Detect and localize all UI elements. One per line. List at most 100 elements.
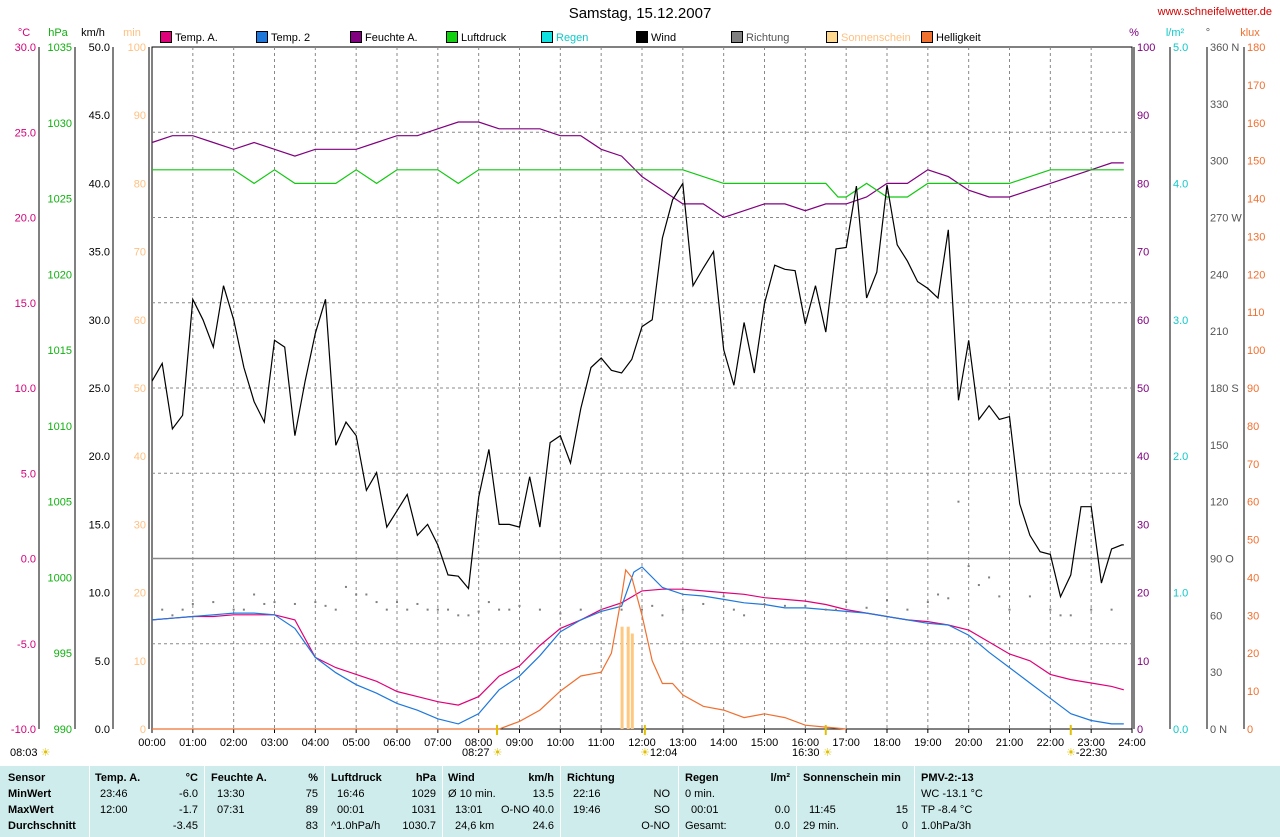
axis-tick-label-rain: 5.0 xyxy=(1173,42,1188,54)
direction-point xyxy=(957,500,960,503)
axis-tick-label-brightness: 10 xyxy=(1247,686,1259,698)
direction-point xyxy=(171,614,174,617)
direction-point xyxy=(253,593,256,596)
x-tick-label: 01:00 xyxy=(179,737,207,749)
direction-point xyxy=(743,614,746,617)
col-head: Temp. A. xyxy=(95,772,141,784)
axis-tick-label-brightness: 170 xyxy=(1247,80,1265,92)
axis-tick-label-brightness: 70 xyxy=(1247,459,1259,471)
axis-tick-label-brightness: 20 xyxy=(1247,648,1259,660)
stats-col-pmv: PMV-2:-13 WC -13.1 °C TP -8.4 °C 1.0hPa/… xyxy=(914,766,1035,837)
axis-tick-label-humidity: 90 xyxy=(1137,110,1149,122)
axis-tick-label-direction: 360 N xyxy=(1210,42,1239,54)
site-link[interactable]: www.schneifelwetter.de xyxy=(1157,6,1272,18)
col-head: Feuchte A. xyxy=(211,772,267,784)
direction-point xyxy=(508,608,511,611)
axis-tick-label-sunshine: 60 xyxy=(134,315,146,327)
x-tick-label: 18:00 xyxy=(873,737,901,749)
sunshine-bar xyxy=(626,626,630,729)
direction-point xyxy=(865,606,868,609)
legend-item-wind: Wind xyxy=(636,31,676,44)
series-line-luftdruck xyxy=(152,169,1124,198)
sunset-label: 16:30 ☀ xyxy=(792,747,833,759)
direction-point xyxy=(1008,608,1011,611)
axis-tick-label-brightness: 50 xyxy=(1247,535,1259,547)
axis-tick-label-pressure: 1025 xyxy=(48,194,72,206)
direction-point xyxy=(947,597,950,600)
x-tick-label: 14:00 xyxy=(710,737,738,749)
avg-value: 0 xyxy=(901,820,908,832)
axis-tick-label-brightness: 60 xyxy=(1247,497,1259,509)
axis-tick-label-pressure: 1030 xyxy=(48,118,72,130)
col-head: Sonnenschein min xyxy=(803,772,901,784)
x-tick-label: 13:00 xyxy=(669,737,697,749)
axis-tick-label-wind: 5.0 xyxy=(95,656,110,668)
axis-tick-label-sunshine: 50 xyxy=(134,383,146,395)
series-line-helligkeit xyxy=(152,568,847,730)
dew-point-value: TP -8.4 °C xyxy=(921,804,973,816)
axis-tick-label-temp: 10.0 xyxy=(15,383,36,395)
axis-tick-label-brightness: 130 xyxy=(1247,231,1265,243)
axis-tick-label-direction: 120 xyxy=(1210,497,1228,509)
x-tick-label: 22:00 xyxy=(1037,737,1065,749)
axis-tick-label-direction: 270 W xyxy=(1210,213,1242,225)
col-head: PMV-2:-13 xyxy=(921,772,974,784)
legend-label: Helligkeit xyxy=(936,32,981,44)
avg-label: 29 min. xyxy=(803,820,840,832)
stats-col-rain: Regen l/m² 0 min. 00:01 0.0 Gesamt: 0.0 xyxy=(678,766,796,837)
avg-value: 24.6 xyxy=(532,820,554,832)
avg-value: -3.45 xyxy=(172,820,198,832)
legend-item-regen: Regen xyxy=(541,31,588,44)
min-time: 16:46 xyxy=(337,788,365,800)
row-label-avg: Durchschnitt xyxy=(8,820,76,832)
max-value: 1031 xyxy=(411,804,436,816)
axis-tick-label-brightness: 120 xyxy=(1247,269,1265,281)
axis-tick-label-wind: 50.0 xyxy=(89,42,110,54)
direction-point xyxy=(396,601,398,604)
x-tick-label: 10:00 xyxy=(547,737,575,749)
legend-item-temp-2: Temp. 2 xyxy=(256,31,310,44)
col-head: Regen xyxy=(685,772,719,784)
direction-point xyxy=(763,602,766,605)
direction-point xyxy=(293,602,296,605)
col-head: Richtung xyxy=(567,772,615,784)
max-time: 13:01 xyxy=(455,804,483,816)
direction-point xyxy=(681,608,684,611)
direction-point xyxy=(661,614,664,617)
direction-point xyxy=(191,602,194,605)
direction-point xyxy=(1059,614,1062,617)
legend-label: Feuchte A. xyxy=(365,32,418,44)
x-tick-label: 08:00 xyxy=(465,737,493,749)
axis-tick-label-temp: 20.0 xyxy=(15,213,36,225)
axis-tick-label-direction: 0 N xyxy=(1210,724,1227,736)
series-line-feuchte-a- xyxy=(151,121,1124,219)
direction-point xyxy=(559,612,562,615)
axis-unit-wind: km/h xyxy=(81,27,105,39)
legend-label: Wind xyxy=(651,32,677,44)
axis-tick-label-humidity: 50 xyxy=(1137,383,1149,395)
col-unit: % xyxy=(308,772,318,784)
x-tick-label: 04:00 xyxy=(302,737,330,749)
x-tick-label: 09:00 xyxy=(506,737,534,749)
direction-point xyxy=(998,595,1001,598)
min-value: 1029 xyxy=(411,788,436,800)
axis-tick-label-pressure: 1020 xyxy=(48,269,72,281)
axis-unit-sunshine: min xyxy=(123,27,141,39)
col-unit: l/m² xyxy=(770,772,790,784)
min-label: 0 min. xyxy=(685,788,715,800)
direction-point xyxy=(385,608,388,611)
direction-point xyxy=(273,601,276,604)
direction-point xyxy=(620,608,623,611)
direction-point xyxy=(641,608,643,611)
axis-tick-label-brightness: 180 xyxy=(1247,42,1265,54)
axis-tick-label-brightness: 30 xyxy=(1247,610,1259,622)
axis-tick-label-sunshine: 30 xyxy=(134,519,146,531)
x-tick-label: 12:00 xyxy=(628,737,656,749)
legend-item-temp-a: Temp. A. xyxy=(160,31,218,44)
min-value: -6.0 xyxy=(179,788,198,800)
legend-label: Temp. 2 xyxy=(271,32,311,44)
axis-tick-label-wind: 15.0 xyxy=(89,519,110,531)
direction-point xyxy=(467,614,470,617)
direction-point xyxy=(1028,595,1031,598)
axis-tick-label-humidity: 20 xyxy=(1137,588,1149,600)
